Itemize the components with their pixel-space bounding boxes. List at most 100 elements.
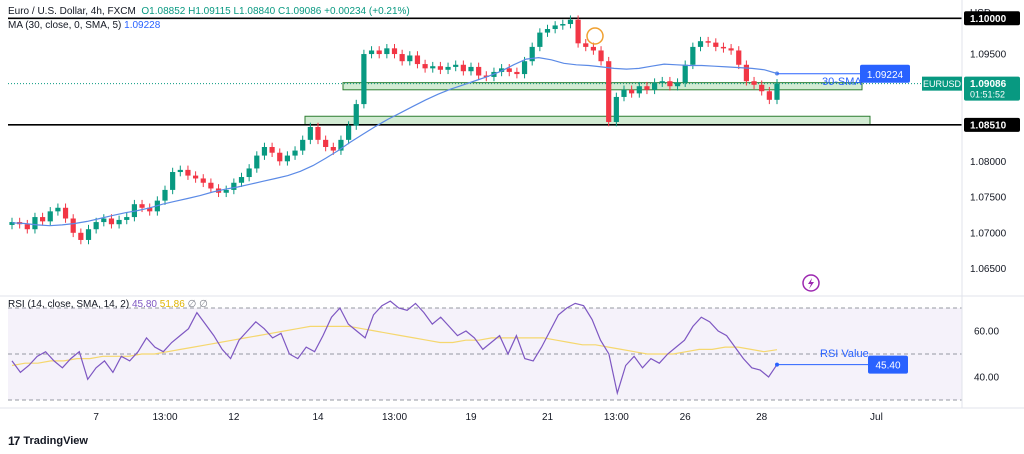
candle-body bbox=[544, 29, 551, 33]
candle-body bbox=[453, 64, 459, 67]
symbol-tag-label: EURUSD bbox=[923, 79, 962, 89]
time-tick-label: 13:00 bbox=[152, 412, 177, 423]
price-tick-label: 1.06500 bbox=[970, 264, 1007, 275]
candle-body bbox=[575, 19, 581, 44]
last-price-label: 1.09086 bbox=[970, 79, 1007, 90]
candle-body bbox=[185, 169, 191, 176]
candle-body bbox=[682, 64, 688, 83]
candle-body bbox=[315, 126, 321, 140]
tradingview-logo-icon: 17 bbox=[8, 434, 20, 448]
candle-body bbox=[414, 55, 421, 65]
level-low-tag bbox=[964, 117, 1020, 132]
candle-body bbox=[774, 83, 780, 100]
candle-body bbox=[521, 61, 528, 75]
level-low-tag-label: 1.08510 bbox=[970, 120, 1007, 131]
candle-body bbox=[368, 50, 375, 55]
candle-body bbox=[40, 217, 46, 222]
time-tick-label: 21 bbox=[542, 412, 554, 423]
candle-body bbox=[330, 147, 336, 151]
candle-body bbox=[705, 41, 711, 43]
time-tick-label: 13:00 bbox=[382, 412, 407, 423]
candle-body bbox=[323, 139, 329, 147]
candle-body bbox=[32, 217, 38, 230]
price-tick-label: 1.07000 bbox=[970, 228, 1007, 239]
tradingview-logo[interactable]: 17 TradingView bbox=[8, 434, 88, 448]
candle-body bbox=[728, 48, 734, 51]
candle-body bbox=[193, 175, 199, 179]
candle-body bbox=[62, 207, 69, 219]
candle-body bbox=[177, 169, 183, 173]
candle-body bbox=[697, 41, 704, 47]
candle-body bbox=[376, 50, 382, 55]
candle-body bbox=[751, 81, 757, 85]
candle-body bbox=[460, 64, 466, 72]
candle-body bbox=[108, 218, 115, 225]
candle-body bbox=[766, 91, 772, 100]
rsi-tick-label: 60.00 bbox=[974, 327, 999, 338]
candle-body bbox=[292, 150, 298, 156]
candle-body bbox=[468, 66, 474, 72]
candle-body bbox=[361, 54, 367, 105]
candle-body bbox=[338, 139, 344, 151]
candle-body bbox=[384, 48, 390, 55]
candle-body bbox=[399, 54, 405, 62]
sma-annotation: 30-SMA bbox=[822, 76, 862, 88]
candle-body bbox=[652, 82, 658, 90]
candle-body bbox=[720, 46, 727, 49]
time-tick-label: 12 bbox=[228, 412, 240, 423]
candle-body bbox=[93, 222, 99, 230]
candle-body bbox=[254, 155, 260, 169]
candle-body bbox=[277, 152, 283, 162]
candle-body bbox=[567, 19, 574, 25]
countdown-label: 01:51:52 bbox=[970, 90, 1005, 100]
candle-body bbox=[476, 66, 482, 76]
candle-body bbox=[483, 75, 489, 77]
candle-body bbox=[422, 64, 428, 69]
candle-body bbox=[613, 96, 619, 122]
candle-body bbox=[430, 66, 436, 69]
rsi-value-tag-label: 45.40 bbox=[875, 361, 900, 372]
price-tick-label: 1.08000 bbox=[970, 157, 1007, 168]
candle-body bbox=[353, 104, 359, 126]
lightning-icon bbox=[808, 278, 814, 289]
time-tick-label: Jul bbox=[870, 412, 883, 423]
candle-body bbox=[238, 177, 245, 183]
time-tick-label: 14 bbox=[312, 412, 324, 423]
event-marker-icon bbox=[586, 27, 604, 45]
candle-body bbox=[499, 68, 505, 72]
time-tick-label: 26 bbox=[680, 412, 692, 423]
candle-body bbox=[506, 68, 512, 72]
candle-body bbox=[24, 224, 30, 230]
candle-body bbox=[284, 155, 290, 162]
candle-body bbox=[139, 204, 145, 208]
ma-value: 1.09228 bbox=[124, 20, 161, 31]
candle-body bbox=[208, 182, 214, 189]
candle-body bbox=[124, 217, 130, 220]
support-zone bbox=[342, 82, 863, 91]
candle-body bbox=[261, 147, 268, 156]
rsi-ma-value: 51.86 bbox=[159, 299, 185, 310]
price-tick-label: 1.09500 bbox=[970, 50, 1007, 61]
candles[interactable] bbox=[9, 15, 780, 245]
symbol-title: Euro / U.S. Dollar, 4h, FXCM bbox=[8, 6, 136, 17]
candle-body bbox=[147, 207, 153, 212]
rsi-line bbox=[11, 300, 778, 396]
candle-body bbox=[246, 168, 252, 178]
candle-body bbox=[70, 218, 76, 233]
candle-body bbox=[629, 89, 635, 94]
candle-body bbox=[231, 182, 237, 190]
candle-body bbox=[674, 82, 681, 87]
candle-body bbox=[644, 86, 650, 90]
rsi-legend: RSI (14, close, SMA, 14, 2) 45.80 51.86 … bbox=[8, 299, 208, 310]
rsi-end-marker bbox=[775, 362, 779, 367]
candle-body bbox=[101, 218, 107, 223]
candle-body bbox=[560, 24, 566, 26]
rsi-ma-line bbox=[11, 325, 778, 367]
rsi-pane[interactable]: RSI Value 45.40 bbox=[8, 300, 962, 401]
candle-body bbox=[346, 125, 352, 140]
ma-legend: MA (30, close, 0, SMA, 5) 1.09228 bbox=[8, 20, 160, 31]
candle-body bbox=[552, 25, 558, 30]
candle-body bbox=[78, 232, 84, 240]
axes: 1.065001.070001.075001.080001.09500USD60… bbox=[0, 0, 1024, 423]
